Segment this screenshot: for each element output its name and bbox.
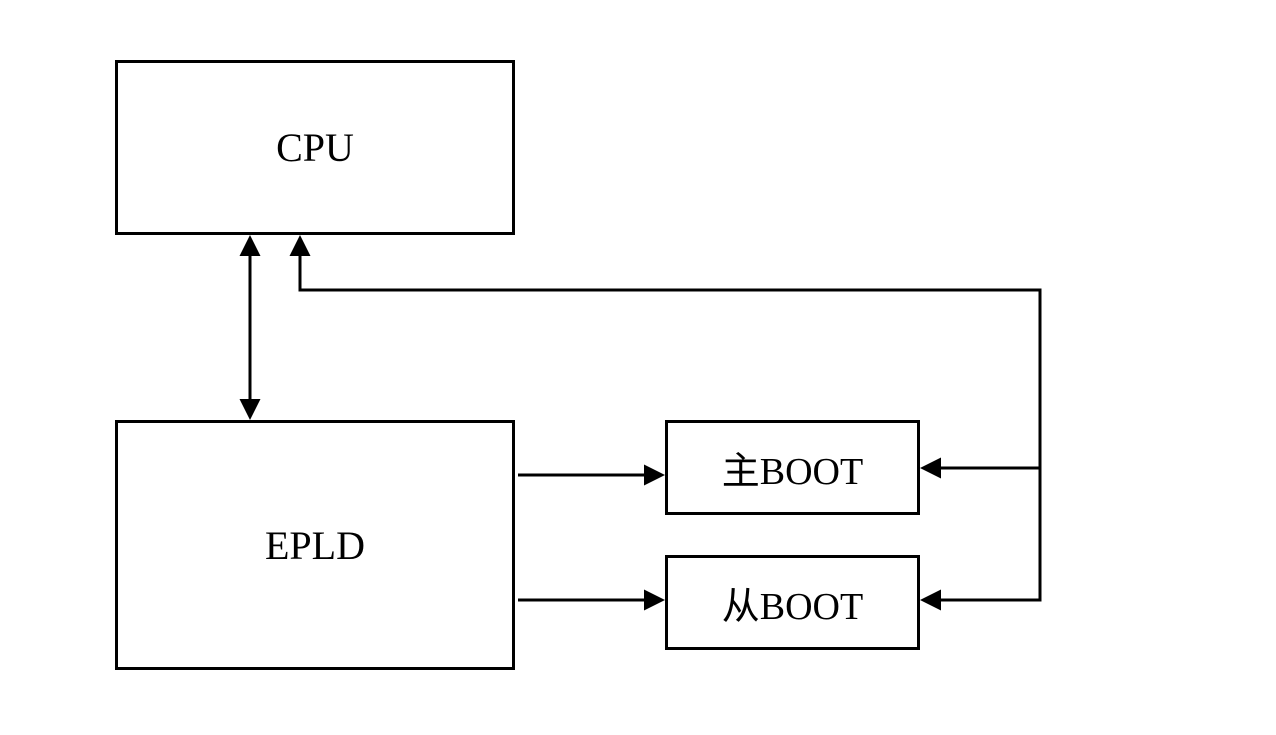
slave-boot-node: 从BOOT	[665, 555, 920, 650]
cpu-label: CPU	[276, 124, 354, 171]
slave-boot-label: 从BOOT	[722, 575, 863, 630]
block-diagram: CPU EPLD 主BOOT 从BOOT	[0, 0, 1276, 735]
epld-label: EPLD	[265, 522, 365, 569]
cpu-node: CPU	[115, 60, 515, 235]
epld-node: EPLD	[115, 420, 515, 670]
edge-branch-slaveboot-right	[923, 468, 1040, 600]
main-boot-node: 主BOOT	[665, 420, 920, 515]
main-boot-label: 主BOOT	[722, 440, 863, 495]
